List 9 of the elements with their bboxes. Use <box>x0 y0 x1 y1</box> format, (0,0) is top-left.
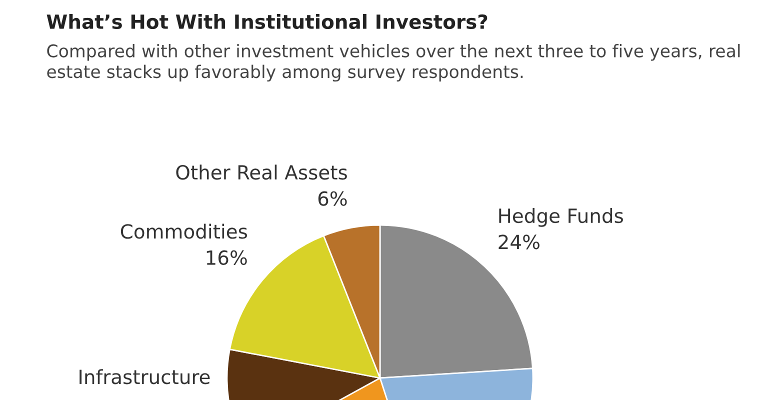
chart-title: What’s Hot With Institutional Investors? <box>46 14 488 30</box>
slice-label: Hedge Funds <box>499 208 624 227</box>
data-label: 16% <box>206 250 247 266</box>
slice-label: Infrastructure <box>80 369 210 384</box>
chart-subtitle: Compared with other investment vehicles over the next three to five years, real estate stacks up favorably among survey respondents. <box>47 44 740 82</box>
data-label: 6% <box>318 191 347 206</box>
slice-label: Other Real Assets <box>176 164 347 180</box>
slice-label: Commodities <box>120 224 248 239</box>
data-label: 24% <box>498 234 540 250</box>
